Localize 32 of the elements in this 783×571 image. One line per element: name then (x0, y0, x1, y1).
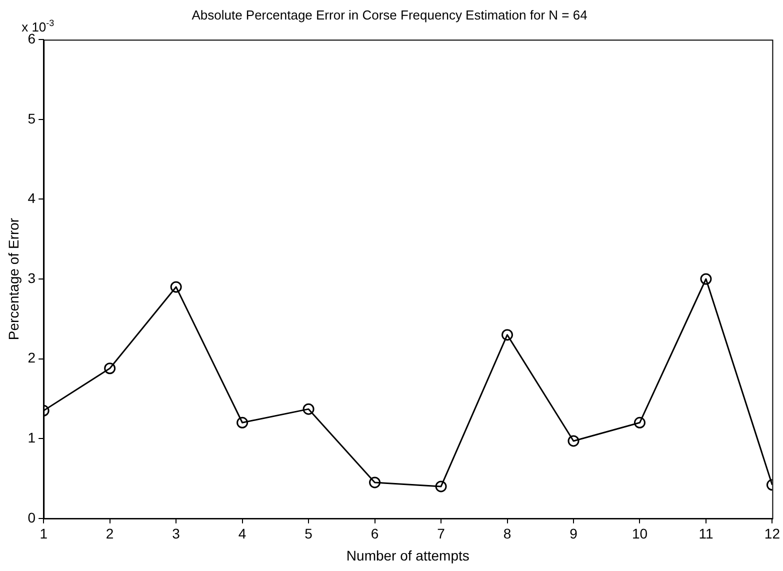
x-tick-label: 8 (503, 526, 512, 542)
y-tick-label: 1 (28, 429, 36, 446)
y-tick-label: 5 (28, 110, 36, 126)
point (634, 416, 646, 428)
point (302, 403, 314, 415)
point (369, 476, 381, 488)
x-tick-label: 2 (106, 526, 114, 542)
x-tick-label: 7 (437, 526, 446, 542)
y-tick-label: 0 (28, 509, 36, 526)
y-axis-title: Percentage of Error (5, 218, 22, 340)
point (502, 329, 514, 341)
x-tick-label: 6 (370, 526, 379, 542)
x-tick-label: 12 (764, 526, 780, 542)
point (435, 480, 447, 492)
y-tick-label: 4 (28, 190, 36, 206)
y-tick-label: 3 (28, 270, 36, 286)
x-tick-label: 1 (40, 526, 48, 542)
point (104, 362, 116, 374)
y-tick-label: 6 (28, 30, 36, 46)
x-tick-label: 11 (698, 526, 714, 542)
x-tick-label: 5 (304, 526, 313, 542)
x-tick-label: 9 (570, 526, 578, 542)
x-tick-label: 3 (172, 526, 180, 542)
y-tick-label: 2 (28, 350, 36, 366)
x-tick-label: 4 (238, 526, 246, 542)
chart-title: Absolute Percentage Error in Corse Frequency Estimation for N = 64 (192, 7, 588, 22)
point (170, 281, 182, 293)
point (236, 416, 248, 428)
x-axis-title: Number of attempts (346, 547, 470, 564)
x-tick-label: 10 (632, 526, 648, 542)
point (568, 435, 580, 447)
point (700, 273, 712, 285)
